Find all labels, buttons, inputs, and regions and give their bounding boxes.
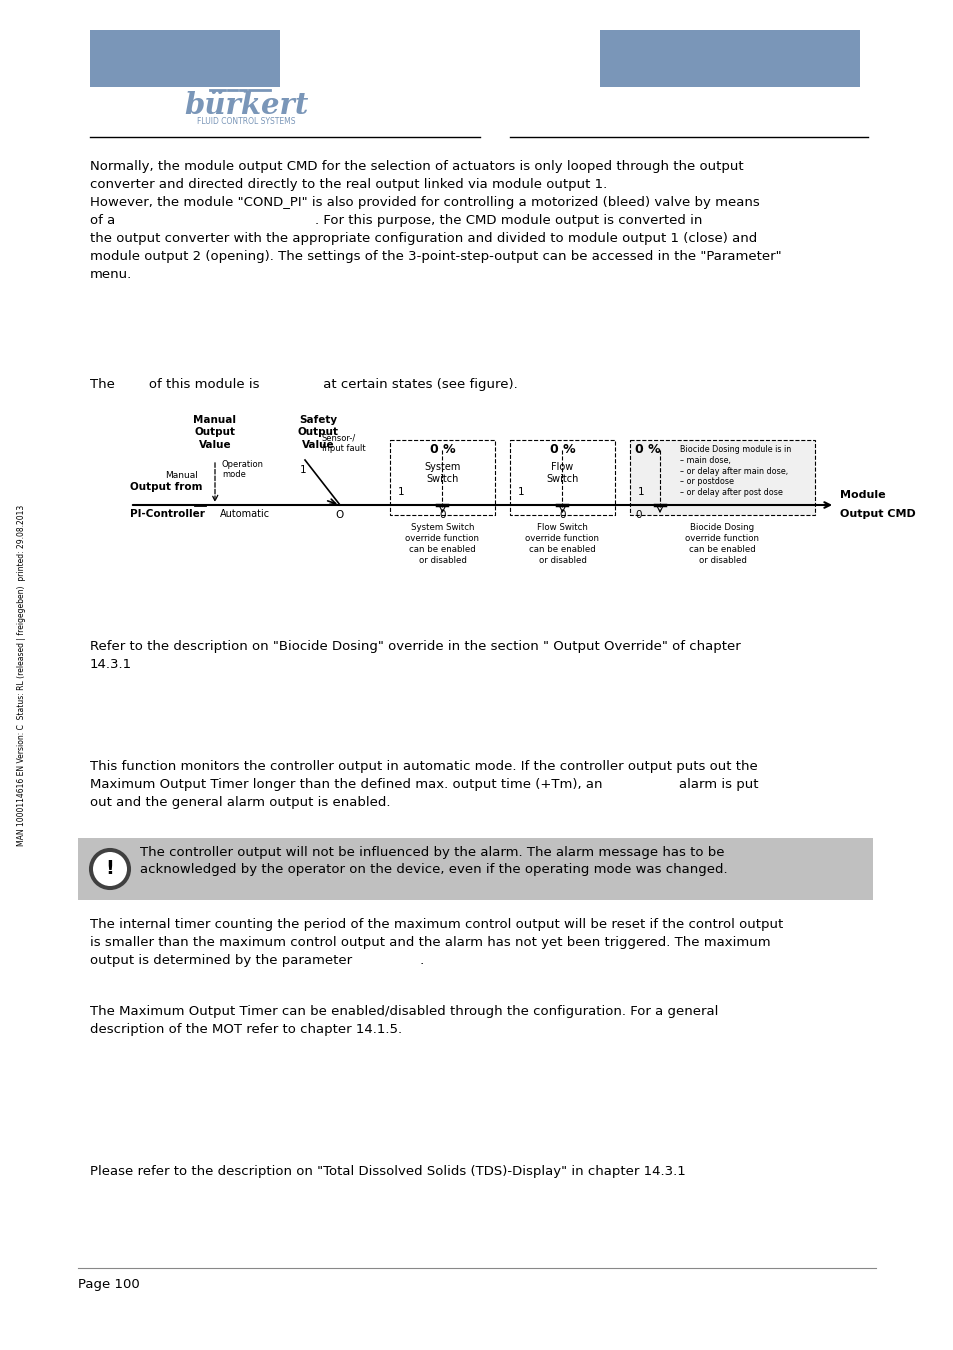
Text: 1: 1 [638,487,644,497]
Text: 0: 0 [558,510,565,520]
Text: The        of this module is               at certain states (see figure).: The of this module is at certain states … [90,378,517,392]
Bar [629,440,814,514]
Text: bürkert: bürkert [184,90,308,120]
Text: Biocide Dosing
override function
can be enabled
or disabled: Biocide Dosing override function can be … [685,522,759,566]
Text: MAN 1000114616 EN Version: C  Status: RL (released | freigegeben)  printed: 29.0: MAN 1000114616 EN Version: C Status: RL … [17,505,27,845]
Text: Flow
Switch: Flow Switch [546,462,578,483]
Text: Page 100: Page 100 [78,1278,139,1291]
Text: Output from: Output from [130,482,202,491]
Text: O: O [335,510,344,520]
Text: PI-Controller: PI-Controller [130,509,205,518]
Text: Module: Module [840,490,884,500]
Bar [390,440,495,514]
Text: Automatic: Automatic [220,509,270,518]
Text: 0 %: 0 % [429,443,455,456]
Circle shape [90,849,130,890]
Text: The Maximum Output Timer can be enabled/disabled through the configuration. For : The Maximum Output Timer can be enabled/… [90,1004,718,1035]
Text: Refer to the description on "Biocide Dosing" override in the section " Output Ov: Refer to the description on "Biocide Dos… [90,640,740,671]
Text: 0 %: 0 % [549,443,575,456]
Text: 1: 1 [299,464,306,475]
Text: The controller output will not be influenced by the alarm. The alarm message has: The controller output will not be influe… [140,846,727,876]
Bar [599,30,859,86]
Text: Operation
mode: Operation mode [222,460,264,479]
Text: !: ! [106,860,114,879]
Text: 0: 0 [438,510,445,520]
Text: Sensor-/
Input fault: Sensor-/ Input fault [322,433,365,454]
Circle shape [92,852,127,886]
Bar [510,440,615,514]
Text: Please refer to the description on "Total Dissolved Solids (TDS)-Display" in cha: Please refer to the description on "Tota… [90,1165,685,1179]
Text: Flow Switch
override function
can be enabled
or disabled: Flow Switch override function can be ena… [525,522,598,566]
Text: Safety
Output
Value: Safety Output Value [297,414,338,450]
Text: 0: 0 [635,510,640,520]
Text: Biocide Dosing module is in
– main dose,
– or delay after main dose,
– or postdo: Biocide Dosing module is in – main dose,… [679,446,790,497]
Text: This function monitors the controller output in automatic mode. If the controlle: This function monitors the controller ou… [90,760,758,809]
Text: 1: 1 [397,487,404,497]
Bar [90,30,280,86]
Text: FLUID CONTROL SYSTEMS: FLUID CONTROL SYSTEMS [196,117,294,127]
Text: 1: 1 [517,487,524,497]
Text: Output CMD: Output CMD [840,509,915,518]
Text: 0 %: 0 % [635,443,659,456]
Text: Normally, the module output CMD for the selection of actuators is only looped th: Normally, the module output CMD for the … [90,161,781,281]
Text: System Switch
override function
can be enabled
or disabled: System Switch override function can be e… [405,522,479,566]
Bar [78,838,872,900]
Text: System
Switch: System Switch [424,462,460,483]
Text: Manual
Output
Value: Manual Output Value [193,414,236,450]
Text: Manual: Manual [165,471,197,481]
Text: The internal timer counting the period of the maximum control output will be res: The internal timer counting the period o… [90,918,782,967]
